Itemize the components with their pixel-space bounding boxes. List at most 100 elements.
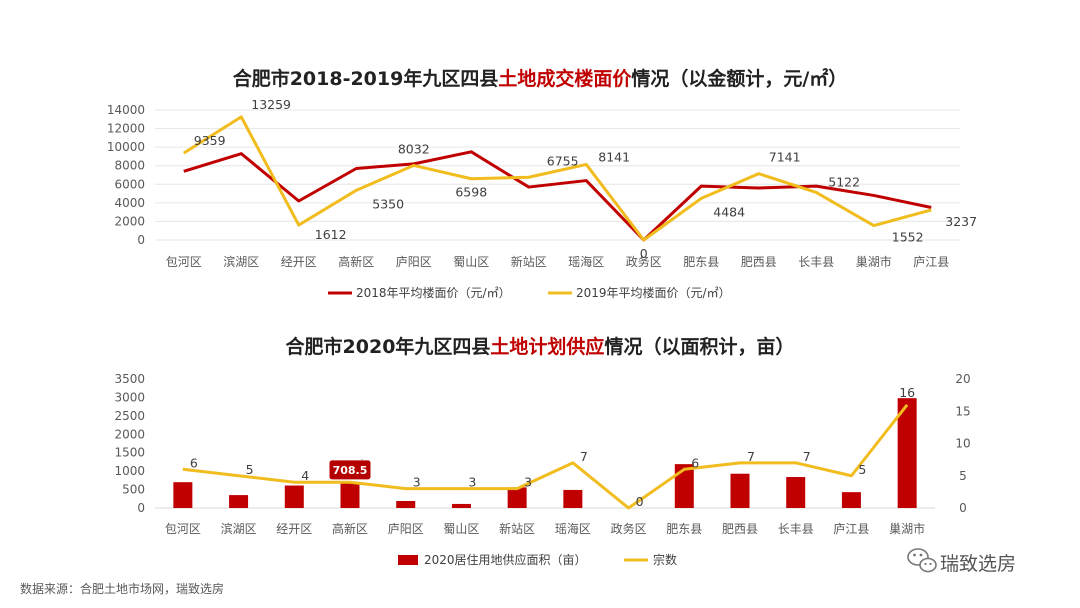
y-left-tick-label: 2500 <box>114 409 145 423</box>
x-tick-label: 经开区 <box>281 255 317 269</box>
x-tick-label: 庐阳区 <box>396 254 432 269</box>
x-tick-label: 长丰县 <box>798 255 834 269</box>
bar <box>451 503 471 508</box>
bar <box>507 487 527 508</box>
chart2-title: 合肥市2020年九区四县土地计划供应情况（以面积计，亩） <box>286 335 795 358</box>
y-left-tick-label: 0 <box>137 501 145 515</box>
y-tick-label: 10000 <box>107 140 145 154</box>
series-line-2018 <box>183 150 932 242</box>
x-tick-label: 经开区 <box>276 522 312 536</box>
data-label-2019: 5122 <box>828 174 860 189</box>
source-note: 数据来源：合肥土地市场网，瑞致选房 <box>20 581 224 596</box>
x-tick-label: 滨湖区 <box>223 254 259 269</box>
count-data-label: 3 <box>524 475 532 490</box>
x-tick-label: 新站区 <box>511 254 547 269</box>
data-label-2019: 6598 <box>455 185 487 200</box>
bar <box>563 489 583 508</box>
data-label-2019: 7141 <box>769 150 801 165</box>
count-data-label: 3 <box>468 475 476 490</box>
bar <box>897 398 917 508</box>
x-tick-label: 肥西县 <box>722 522 758 536</box>
data-label-2019: 8032 <box>398 141 430 156</box>
x-tick-label: 高新区 <box>332 521 368 536</box>
x-tick-label: 新站区 <box>499 521 535 536</box>
y-tick-label: 6000 <box>114 177 145 191</box>
bar <box>229 495 249 508</box>
y-tick-label: 8000 <box>114 159 145 173</box>
y-right-tick-label: 20 <box>955 372 970 386</box>
count-line <box>182 403 909 510</box>
callout-box <box>328 459 372 481</box>
y-right-tick-label: 0 <box>959 501 967 515</box>
data-label-2019: 6755 <box>547 153 579 168</box>
data-label-2019: 5350 <box>372 196 404 211</box>
data-label-2019: 1612 <box>315 227 347 242</box>
legend-swatch-bars <box>398 555 418 565</box>
x-tick-label: 蜀山区 <box>443 522 479 536</box>
count-data-label: 6 <box>190 455 198 470</box>
count-data-label: 7 <box>747 449 755 464</box>
bar <box>674 464 694 508</box>
legend-label-count: 宗数 <box>653 552 677 567</box>
legend-label-2018: 2018年平均楼面价（元/㎡） <box>356 285 511 300</box>
data-label-2019: 13259 <box>251 97 291 112</box>
y-left-tick-label: 1500 <box>114 446 145 460</box>
y-right-tick-label: 15 <box>955 404 970 418</box>
bar <box>396 500 416 508</box>
x-tick-label: 肥东县 <box>683 255 719 269</box>
x-tick-label: 包河区 <box>165 522 201 536</box>
y-left-tick-label: 3000 <box>114 390 145 404</box>
wechat-icon <box>907 548 937 573</box>
y-tick-label: 14000 <box>107 103 145 117</box>
count-data-label: 4 <box>301 468 309 483</box>
x-tick-label: 肥东县 <box>666 522 702 536</box>
chart2-area: 0 500 1000 1500 2000 2500 3000 3500 0 5 10 15 20 包河区 滨… <box>114 372 970 567</box>
count-data-label: 5 <box>246 462 254 477</box>
x-tick-label: 政务区 <box>611 521 647 536</box>
bar <box>730 473 750 508</box>
x-tick-label: 高新区 <box>338 254 374 269</box>
chart1-title: 合肥市2018-2019年九区四县土地成交楼面价情况（以金额计，元/㎡） <box>233 67 848 90</box>
bar <box>340 481 360 508</box>
y-tick-label: 2000 <box>114 214 145 228</box>
count-data-label: 7 <box>803 449 811 464</box>
series-line-2019 <box>182 115 932 242</box>
callout-label: 708.5 <box>333 464 368 477</box>
chart1-area: 0 2000 4000 6000 8000 10000 12000 14000 包河区 滨湖区 经开… <box>107 97 977 300</box>
x-tick-label: 巢湖市 <box>856 254 892 269</box>
bar <box>841 492 861 508</box>
watermark: 瑞致选房 <box>907 548 1016 575</box>
y-tick-label: 12000 <box>107 122 145 136</box>
count-data-label: 6 <box>691 455 699 470</box>
y-left-tick-label: 500 <box>122 483 145 497</box>
data-label-2019: 9359 <box>194 133 226 148</box>
x-tick-label: 肥西县 <box>741 255 777 269</box>
data-label-2019: 4484 <box>713 204 745 219</box>
count-data-label: 16 <box>899 385 915 400</box>
y-left-tick-label: 1000 <box>114 464 145 478</box>
count-data-label: 3 <box>413 475 421 490</box>
y-right-tick-label: 5 <box>959 469 967 483</box>
bar <box>173 482 193 508</box>
x-tick-label: 巢湖市 <box>889 521 925 536</box>
x-tick-label: 包河区 <box>166 255 202 269</box>
y-tick-label: 0 <box>137 233 145 247</box>
x-tick-label: 庐江县 <box>833 521 869 536</box>
y-tick-label: 4000 <box>114 196 145 210</box>
legend-label-2019: 2019年平均楼面价（元/㎡） <box>576 285 731 300</box>
x-tick-label: 长丰县 <box>778 522 814 536</box>
data-label-2019: 3237 <box>945 214 977 229</box>
data-label-2019: 8141 <box>598 149 630 164</box>
count-data-label: 7 <box>580 449 588 464</box>
count-data-label: 5 <box>858 462 866 477</box>
bar <box>284 485 304 508</box>
x-tick-label: 庐江县 <box>913 254 949 269</box>
watermark-text: 瑞致选房 <box>940 553 1016 575</box>
y-right-tick-label: 10 <box>955 437 970 451</box>
x-tick-label: 庐阳区 <box>388 521 424 536</box>
x-tick-label: 蜀山区 <box>453 255 489 269</box>
y-left-tick-label: 2000 <box>114 427 145 441</box>
y-left-tick-label: 3500 <box>114 372 145 386</box>
x-tick-label: 政务区 <box>626 254 662 269</box>
